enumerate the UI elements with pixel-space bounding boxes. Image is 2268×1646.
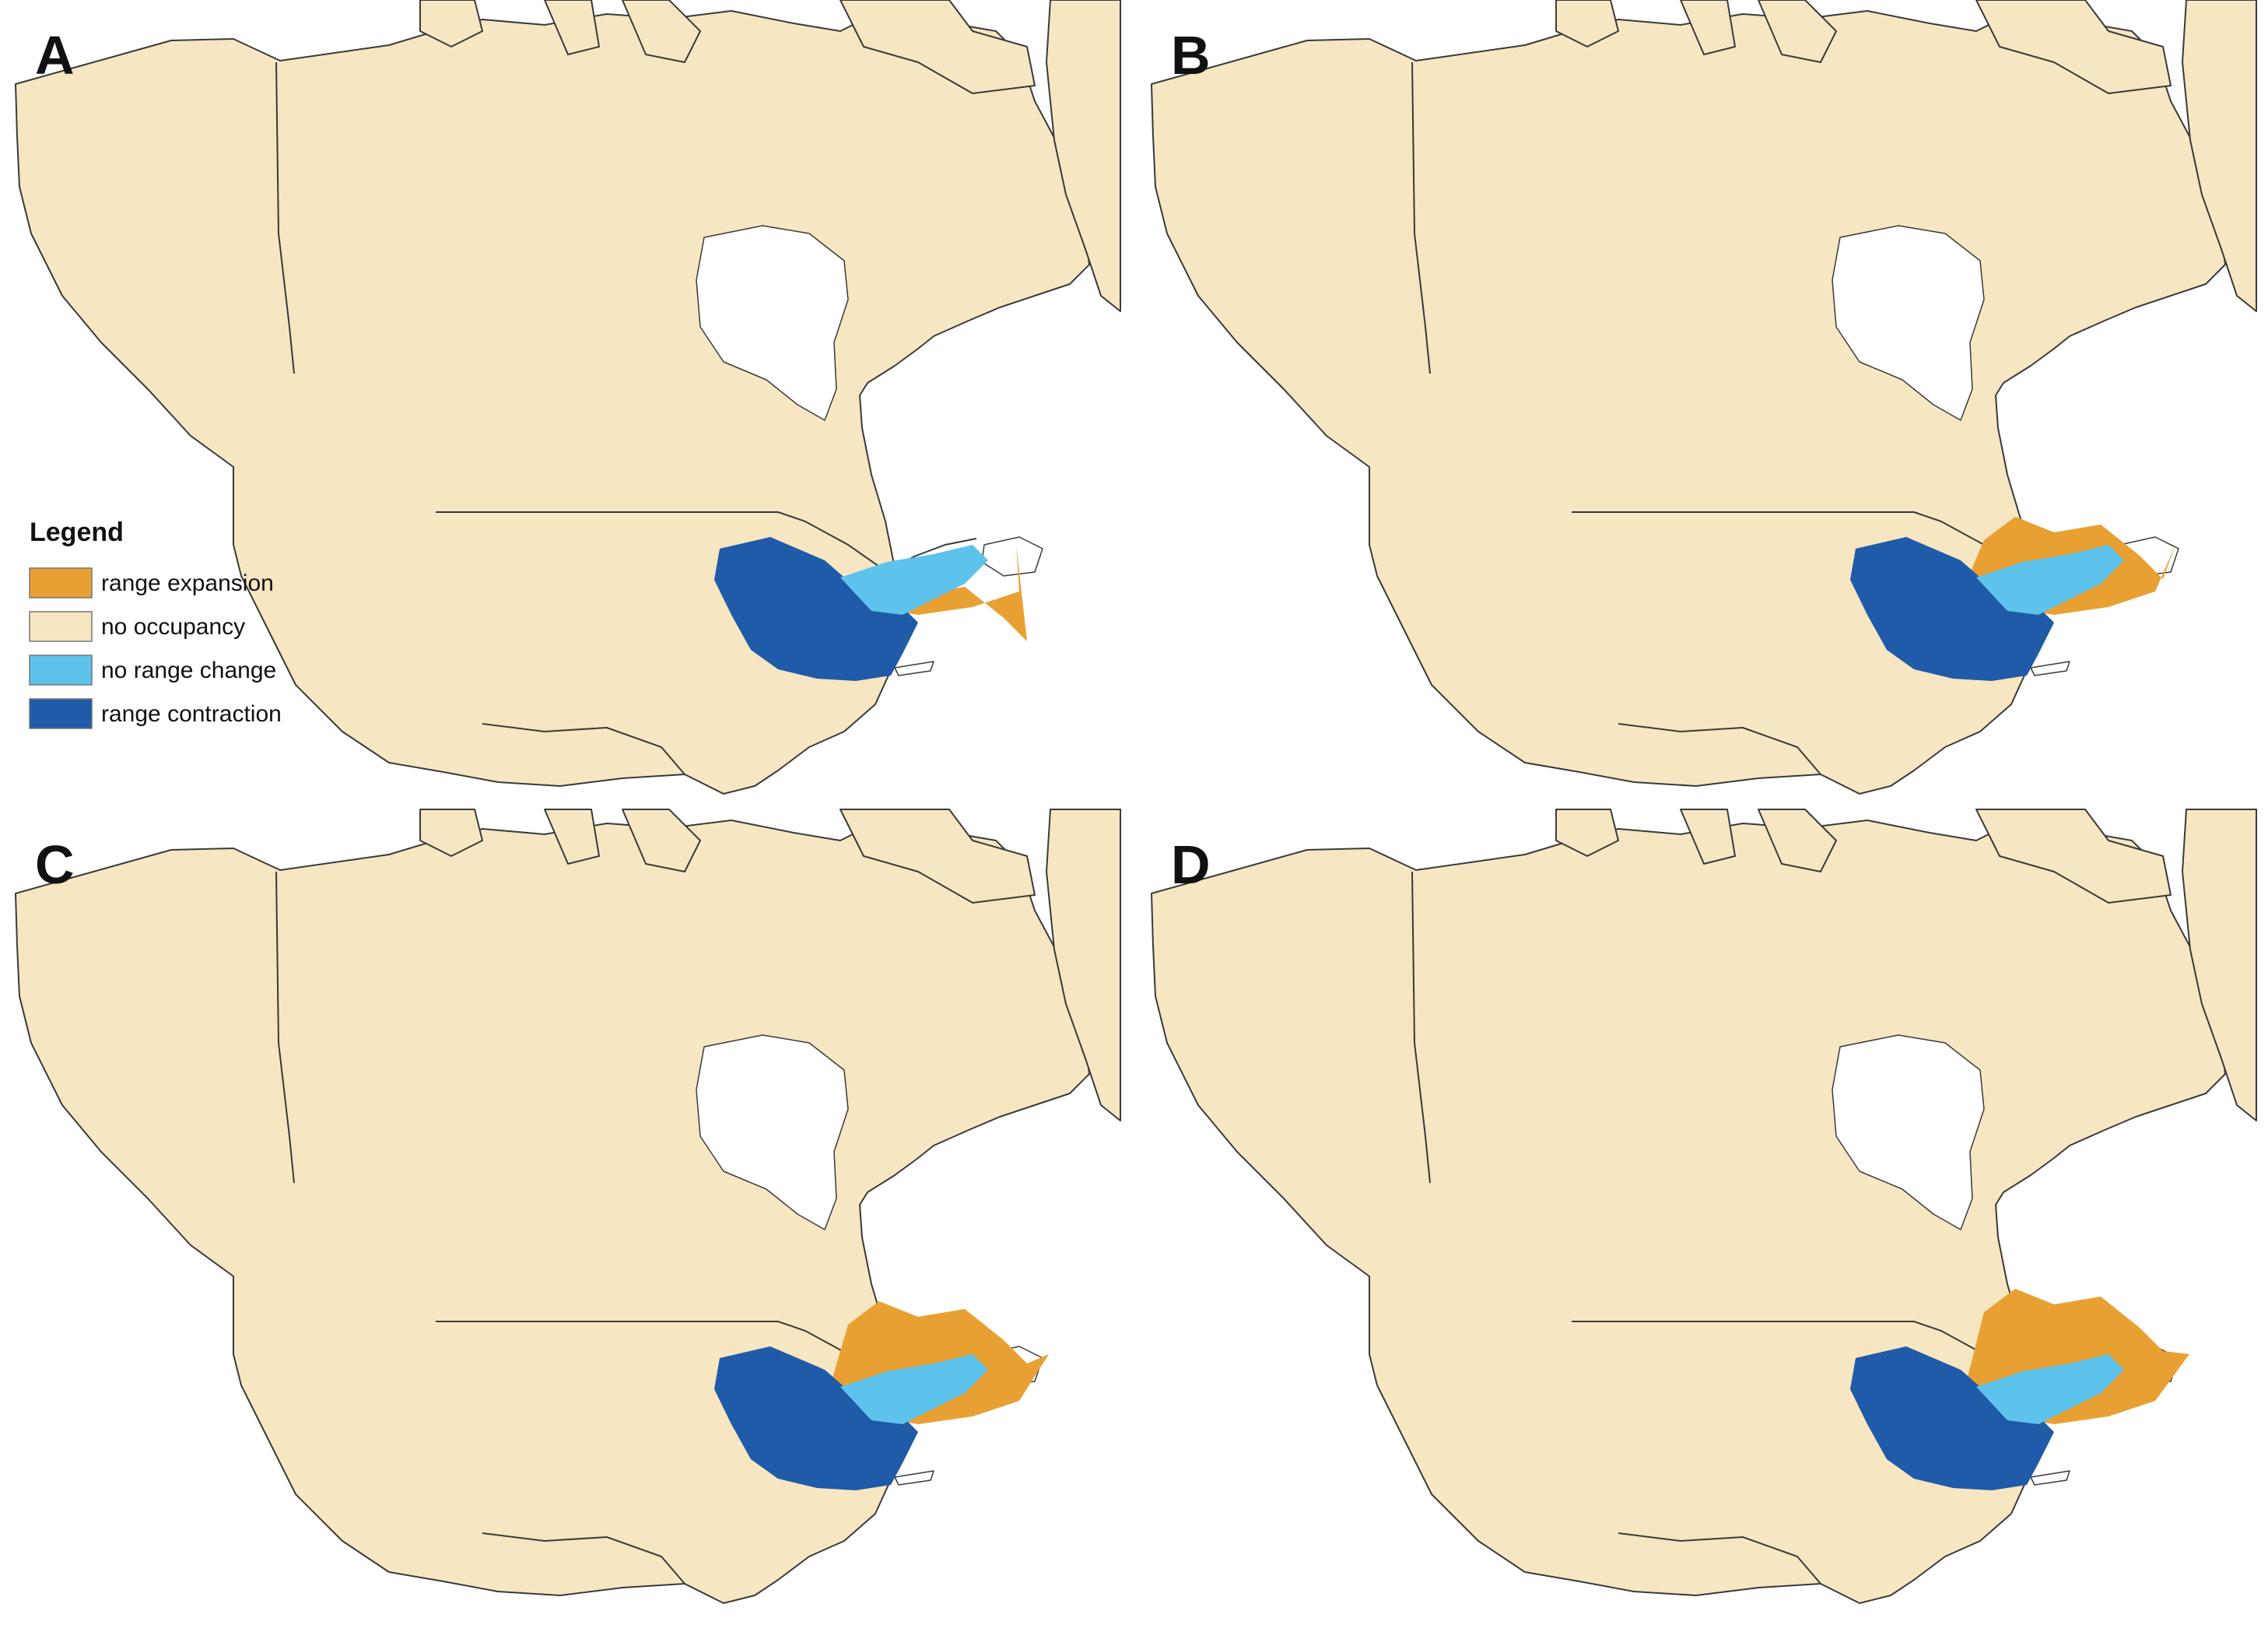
legend-item: no occupancy <box>29 611 245 642</box>
legend-swatch <box>29 655 93 686</box>
legend-swatch <box>29 611 93 642</box>
us-mexico-border <box>482 723 685 775</box>
us-mexico-border <box>482 1532 685 1585</box>
legend-label: no occupancy <box>101 614 245 640</box>
canada-us-border <box>436 511 977 574</box>
map-panel-a: A <box>15 0 1121 795</box>
alaska-canada-border <box>1411 871 1431 1184</box>
us-mexico-border <box>1618 723 1821 775</box>
no-range-change-area <box>840 1354 988 1424</box>
legend-title: Legend <box>30 518 124 547</box>
range-contraction-area <box>714 537 918 681</box>
range-contraction-area <box>1850 1346 2054 1490</box>
alaska-canada-border <box>1411 61 1431 374</box>
panel-label: D <box>1171 834 1211 895</box>
base-map <box>1151 809 2257 1604</box>
legend-label: range contraction <box>101 701 282 727</box>
base-map <box>15 809 1121 1604</box>
map-panel-d: D <box>1151 809 2257 1604</box>
range-contraction-area <box>714 1346 918 1490</box>
panel-label: C <box>35 834 75 895</box>
panel-label: B <box>1171 25 1211 86</box>
no-range-change-area <box>1976 545 2124 615</box>
alaska-canada-border <box>275 871 295 1184</box>
legend-item: range expansion <box>29 567 274 598</box>
map-panel-c: C <box>15 809 1121 1604</box>
panel-label: A <box>35 25 75 86</box>
base-map <box>1151 0 2257 795</box>
legend-label: range expansion <box>101 570 274 596</box>
legend-swatch <box>29 567 93 598</box>
legend: Legend range expansion no occupancy no ran… <box>29 518 282 729</box>
range-contraction-area <box>1850 537 2054 681</box>
legend-swatch <box>29 698 93 729</box>
us-mexico-border <box>1618 1532 1821 1585</box>
legend-label: no range change <box>101 658 276 683</box>
legend-item: no range change <box>29 655 276 686</box>
no-range-change-area <box>840 545 988 615</box>
legend-item: range contraction <box>29 698 282 729</box>
no-range-change-area <box>1976 1354 2124 1424</box>
map-panel-b: B <box>1151 0 2257 795</box>
alaska-canada-border <box>275 61 295 374</box>
